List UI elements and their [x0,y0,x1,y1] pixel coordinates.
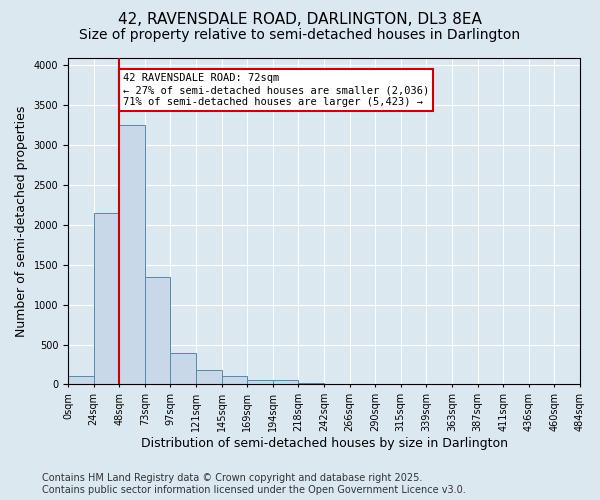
Text: 42 RAVENSDALE ROAD: 72sqm
← 27% of semi-detached houses are smaller (2,036)
71% : 42 RAVENSDALE ROAD: 72sqm ← 27% of semi-… [123,74,430,106]
Bar [94,213,119,384]
Bar [145,277,170,384]
Text: 42, RAVENSDALE ROAD, DARLINGTON, DL3 8EA: 42, RAVENSDALE ROAD, DARLINGTON, DL3 8EA [118,12,482,28]
Bar [68,376,94,384]
Bar [170,352,196,384]
Text: Size of property relative to semi-detached houses in Darlington: Size of property relative to semi-detach… [79,28,521,42]
Bar [119,126,145,384]
Bar [196,370,221,384]
Bar [273,380,298,384]
Bar [247,380,273,384]
Y-axis label: Number of semi-detached properties: Number of semi-detached properties [15,106,28,336]
Bar [298,383,324,384]
X-axis label: Distribution of semi-detached houses by size in Darlington: Distribution of semi-detached houses by … [140,437,508,450]
Text: Contains HM Land Registry data © Crown copyright and database right 2025.
Contai: Contains HM Land Registry data © Crown c… [42,474,466,495]
Bar [221,376,247,384]
